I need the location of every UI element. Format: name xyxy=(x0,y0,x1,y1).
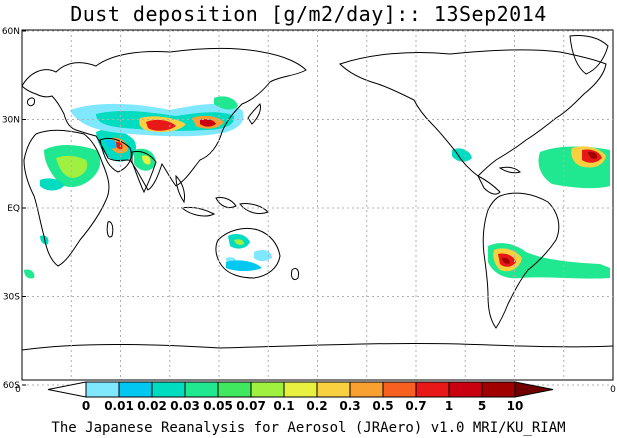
map-title: Dust deposition [g/m2/day]:: 13Sep2014 xyxy=(70,2,547,26)
colorbar-level-label-8: 0.3 xyxy=(339,399,360,413)
colorbar-swatch-6 xyxy=(283,381,318,398)
colorbar-level-label-11: 1 xyxy=(445,399,453,413)
colorbar-level-label-13: 10 xyxy=(507,399,524,413)
lat-label-4: 60S xyxy=(3,381,20,391)
colorbar-level-label-6: 0.1 xyxy=(273,399,294,413)
colorbar-swatch-12 xyxy=(481,381,516,398)
color-legend: 0 0.01 0.02 0.03 0.05 0.07 0.1 0.2 0.3 0.5 0.7 1 5 10 xyxy=(47,381,554,413)
colorbar-swatch-10 xyxy=(415,381,450,398)
colorbar-swatch-9 xyxy=(382,381,417,398)
colorbar-level-label-1: 0.01 xyxy=(104,399,134,413)
colorbar-swatch-4 xyxy=(217,381,252,398)
footer-credit: The Japanese Reanalysis for Aerosol (JRA… xyxy=(51,420,566,436)
colorbar-swatch-5 xyxy=(250,381,285,398)
right-axis-zero-label: 0 xyxy=(610,385,616,395)
colorbar-level-label-12: 5 xyxy=(478,399,486,413)
colorbar-swatch-2 xyxy=(151,381,186,398)
latitude-labels: 60N 30N EQ 30S 60S xyxy=(2,27,26,391)
colorbar-level-label-3: 0.03 xyxy=(170,399,200,413)
colorbar-swatch-3 xyxy=(184,381,219,398)
colorbar-swatch-11 xyxy=(448,381,483,398)
colorbar-level-label-4: 0.05 xyxy=(203,399,233,413)
colorbar-level-label-9: 0.5 xyxy=(372,399,393,413)
lat-label-1: 30N xyxy=(2,116,20,126)
colorbar-min-arrow xyxy=(47,381,87,398)
left-axis-zero-label: 0 xyxy=(15,385,21,395)
colorbar-swatch-1 xyxy=(118,381,153,398)
lat-label-3: 30S xyxy=(3,293,20,303)
colorbar-swatch-0 xyxy=(85,381,120,398)
colorbar-max-arrow xyxy=(514,381,554,398)
colorbar-level-label-7: 0.2 xyxy=(306,399,327,413)
lat-label-2: EQ xyxy=(7,204,20,214)
colorbar-swatch-8 xyxy=(349,381,384,398)
coastlines xyxy=(21,35,614,351)
lat-label-0: 60N xyxy=(2,27,20,37)
colorbar-level-label-2: 0.02 xyxy=(137,399,167,413)
colorbar-level-label-5: 0.07 xyxy=(236,399,266,413)
colorbar-level-label-10: 0.7 xyxy=(405,399,426,413)
colorbar-level-label-0: 0 xyxy=(82,399,90,413)
colorbar-swatch-7 xyxy=(316,381,351,398)
